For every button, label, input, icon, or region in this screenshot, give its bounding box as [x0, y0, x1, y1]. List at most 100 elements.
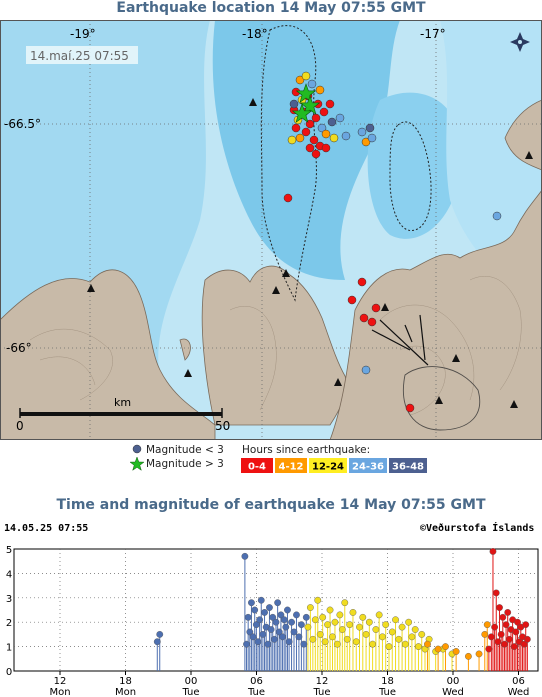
event-point [244, 613, 252, 621]
event-point [243, 640, 250, 648]
event-point [504, 609, 512, 616]
event-point [465, 652, 472, 660]
event-point [485, 645, 493, 653]
event-point [520, 640, 528, 648]
event-point [306, 604, 314, 611]
lon-label: -18° [242, 27, 268, 41]
x-tick-hour: 18 [119, 676, 132, 687]
event-point [277, 611, 285, 619]
event-point [496, 604, 503, 611]
scale-unit: km [114, 396, 131, 409]
event-point [279, 633, 286, 641]
station-icon [452, 354, 460, 362]
scale-end: 50 [215, 419, 230, 433]
small-quake-symbol [132, 444, 142, 454]
event-point [489, 548, 497, 555]
event-point [415, 643, 422, 650]
lat-label: -66.5° [4, 117, 41, 131]
event-point [270, 635, 278, 643]
event-point [334, 640, 341, 648]
event-point [481, 631, 489, 638]
star-icon [299, 95, 321, 115]
y-tick-label: 1 [6, 643, 12, 654]
x-tick-day: Tue [378, 687, 396, 697]
event-point [302, 613, 310, 621]
event-point [365, 618, 373, 626]
chart-credit: ©Veðurstofa Íslands [420, 523, 535, 534]
event-point [442, 643, 449, 650]
event-point [359, 613, 367, 621]
event-point [319, 613, 327, 621]
event-point [452, 648, 460, 655]
x-tick-day: Mon [49, 687, 70, 697]
x-tick-day: Wed [442, 687, 464, 697]
station-icon [282, 269, 290, 277]
chart-date: 14.05.25 07:55 [4, 523, 89, 534]
legend-bin-label: 0-4 [248, 462, 266, 473]
event-point [304, 623, 312, 631]
event-point [388, 628, 396, 636]
event-point [280, 616, 288, 624]
map-title: Earthquake location 14 May 07:55 GMT [116, 0, 426, 16]
x-tick-hour: 18 [381, 676, 394, 687]
event-point [336, 611, 344, 619]
y-tick-label: 5 [6, 545, 12, 556]
event-point [269, 613, 277, 621]
x-tick-day: Tue [247, 687, 265, 697]
compass-icon [510, 32, 530, 52]
legend-bin-label: 36-48 [392, 462, 424, 473]
star-icon [291, 103, 313, 123]
event-point [248, 599, 255, 607]
event-point [251, 606, 259, 614]
event-point [487, 633, 495, 641]
event-point [424, 640, 431, 648]
event-point [256, 616, 264, 624]
event-point [329, 633, 336, 641]
y-tick-label: 0 [6, 667, 12, 678]
legend-bin-label: 12-24 [312, 462, 344, 473]
station-icon [249, 98, 257, 106]
map-legend: Magnitude < 3 Magnitude > 3 Hours since … [129, 444, 427, 473]
event-point [362, 631, 370, 638]
event-point [379, 633, 386, 641]
event-point [434, 645, 442, 653]
station-icon [87, 284, 95, 292]
event-point [321, 638, 329, 646]
event-point [295, 633, 303, 641]
scale-bar: km 0 50 [16, 396, 230, 433]
event-point [475, 650, 483, 658]
event-point [499, 613, 507, 621]
legend-bins: 0-4 4-12 12-24 24-36 36-48 [241, 458, 427, 473]
event-point [267, 626, 275, 633]
star-icon [129, 456, 145, 471]
event-point [523, 635, 531, 643]
earthquake-location-map: -19° -18° -17° -66.5° -66° 14.maí.25 07:… [0, 20, 542, 440]
event-point [369, 640, 377, 648]
scale-start: 0 [16, 419, 24, 433]
event-point [314, 596, 322, 604]
chart-grid [14, 549, 538, 675]
star-icon [295, 83, 317, 103]
legend-bin-label: 4-12 [278, 462, 303, 473]
event-point [343, 635, 351, 643]
y-tick-label: 4 [6, 569, 12, 580]
event-point [259, 631, 267, 638]
x-tick-hour: 00 [447, 676, 460, 687]
map-timestamp: 14.maí.25 07:55 [30, 49, 129, 63]
station-icon [435, 396, 443, 404]
stations [87, 98, 533, 408]
y-tick-label: 2 [6, 618, 12, 629]
legend-bin-label: 24-36 [352, 462, 384, 473]
lon-label: -17° [420, 27, 446, 41]
legend-bin-swatch [389, 458, 427, 473]
event-point [272, 618, 280, 626]
event-point [492, 589, 500, 597]
sea-deep-trough [367, 92, 462, 239]
event-point [252, 621, 260, 629]
timestamp-box [26, 46, 138, 64]
event-point [297, 621, 305, 629]
x-tick-hour: 06 [250, 676, 263, 687]
event-point [356, 623, 363, 631]
event-point [346, 621, 354, 629]
